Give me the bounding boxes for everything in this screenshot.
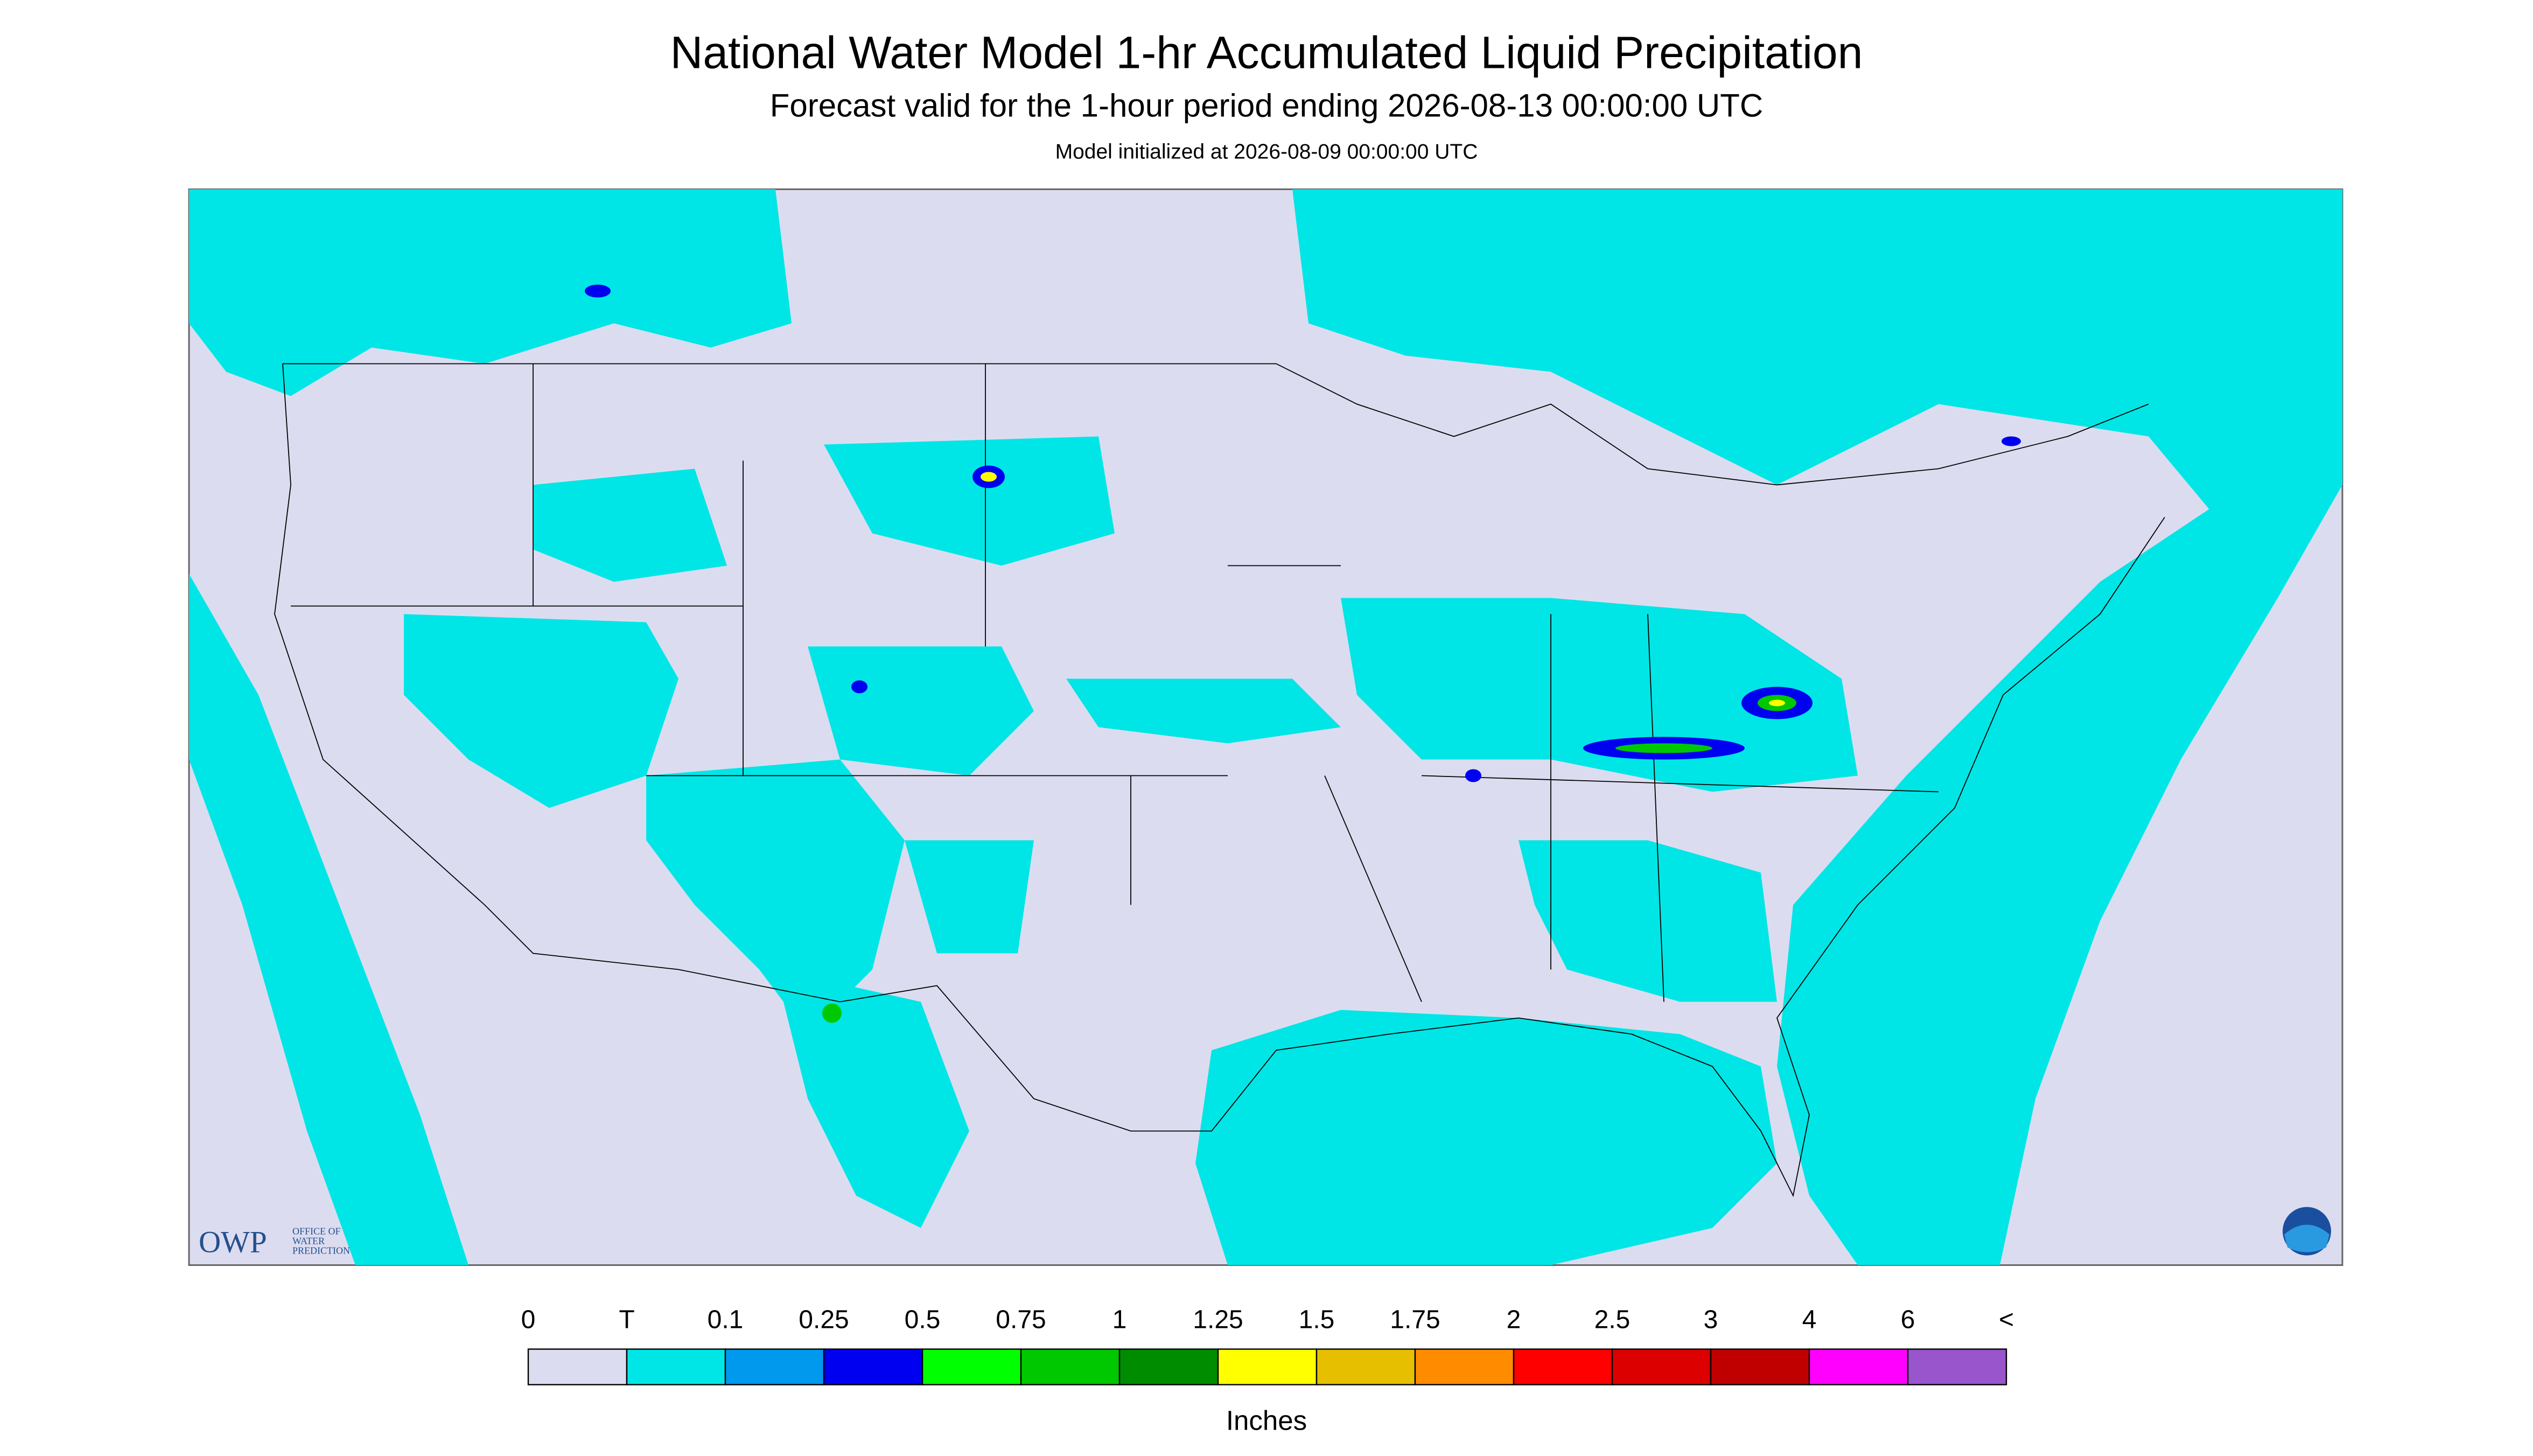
legend-label: 1.5 [1299,1306,1335,1334]
subtitle: Forecast valid for the 1-hour period end… [770,88,1763,124]
legend-swatch [1118,1348,1219,1385]
legend-swatch [1316,1348,1416,1385]
legend-swatch [1414,1348,1515,1385]
canada-east [1292,189,2342,534]
legend-label: 6 [1901,1306,1915,1334]
montana [824,436,1115,566]
cell [851,680,867,694]
mexico [775,969,969,1228]
legend-label: < [1999,1306,2014,1334]
colorado [808,646,1034,776]
logo-office: PREDICTION [292,1245,350,1256]
coastline [274,363,2165,1198]
border-north [283,363,2149,486]
logo-office: WATER [292,1236,325,1247]
legend-label: 0.5 [905,1306,941,1334]
cell [585,284,611,298]
legend-label: 2 [1507,1306,1521,1334]
legend-swatch [1611,1348,1712,1385]
title: National Water Model 1-hr Accumulated Li… [670,27,1863,78]
gulf [1195,1010,1777,1265]
legend-swatch [1710,1348,1810,1385]
cell [1465,769,1481,782]
legend: 0 T 0.1 0.25 0.5 0.75 1 1.25 1.5 1.75 2 2.5 3 4 6 < [521,1306,2014,1385]
legend-label: T [619,1306,634,1334]
init-time: Model initialized at 2026-08-09 00:00:00… [1055,141,1478,164]
plains [1066,678,1341,744]
precip-areas [189,189,2342,1265]
southeast [1519,840,1777,1002]
legend-swatch [1907,1348,2007,1385]
boundaries [274,363,2165,1198]
legend-label: 0.25 [799,1306,849,1334]
cell [981,472,997,482]
legend-swatch [527,1348,628,1385]
legend-label: 0 [521,1306,536,1334]
pacific [189,573,468,1265]
canada-west [189,189,792,396]
legend-swatch [921,1348,1022,1385]
legend-label: 4 [1802,1306,1817,1334]
new-mexico [905,840,1034,954]
legend-swatch [823,1348,923,1385]
logo-office: OFFICE OF [292,1226,341,1237]
noaa-logo-wave [2284,1224,2329,1252]
atlantic [1777,452,2342,1265]
legend-label: 1.75 [1390,1306,1440,1334]
southwest [646,759,905,1034]
legend-label: 1.25 [1193,1306,1243,1334]
state-lines [291,363,1939,1002]
cell [1769,699,1785,706]
legend-unit: Inches [1226,1405,1307,1436]
legend-swatch [724,1348,825,1385]
cell [1615,743,1712,753]
logo-owp: OWP [199,1226,267,1259]
legend-label: 0.1 [708,1306,744,1334]
cell [822,1003,842,1023]
map: OWP OFFICE OF WATER PREDICTION [188,188,2343,1266]
legend-swatch [1217,1348,1318,1385]
legend-swatch [1513,1348,1613,1385]
legend-swatch [1020,1348,1121,1385]
legend-label: 3 [1704,1306,1718,1334]
idaho [533,468,727,582]
legend-label: 2.5 [1594,1306,1631,1334]
heavy-cells [585,284,2021,1023]
legend-swatch [1808,1348,1909,1385]
legend-label: 1 [1112,1306,1127,1334]
cell [2002,436,2021,446]
legend-label: 0.75 [996,1306,1046,1334]
great-basin [404,614,678,808]
legend-swatch [626,1348,726,1385]
